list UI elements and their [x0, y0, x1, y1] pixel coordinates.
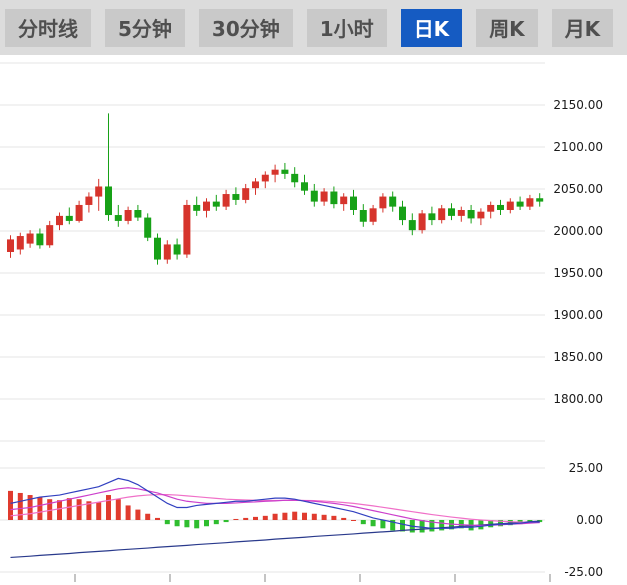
tab-weekly-k[interactable]: 周K [476, 8, 538, 47]
tab-30min[interactable]: 30分钟 [198, 8, 293, 47]
macd-line-dea [10, 487, 540, 527]
macd-histogram [8, 490, 543, 533]
tab-1hour[interactable]: 1小时 [306, 8, 387, 47]
macd-lines [10, 477, 540, 559]
price-axis-label: 2000.00 [553, 224, 603, 238]
price-axis-labels: 2150.00 2100.00 2050.00 2000.00 1950.00 1900.… [553, 98, 603, 579]
candlestick-series [7, 113, 544, 265]
tab-daily-k[interactable]: 日K [400, 8, 463, 47]
price-axis-label: 2100.00 [553, 140, 603, 154]
macd-axis-label: 0.00 [576, 513, 603, 527]
price-axis-label: 1800.00 [553, 392, 603, 406]
tab-monthly-k[interactable]: 月K [551, 8, 614, 47]
macd-line-dif [10, 477, 540, 529]
price-axis-label: 2050.00 [553, 182, 603, 196]
price-axis-label: 1950.00 [553, 266, 603, 280]
kline-chart[interactable]: 2150.00 2100.00 2050.00 2000.00 1950.00 1900.… [0, 55, 627, 585]
price-axis-label: 1850.00 [553, 350, 603, 364]
macd-line-m4 [10, 520, 540, 559]
tab-timeline[interactable]: 分时线 [5, 8, 91, 47]
macd-axis-label: 25.00 [569, 461, 603, 475]
price-axis-label: 2150.00 [553, 98, 603, 112]
macd-axis-label: -25.00 [564, 565, 603, 579]
price-axis-label: 1900.00 [553, 308, 603, 322]
gridlines [0, 62, 545, 573]
x-axis-ticks [74, 574, 551, 582]
period-toolbar: 分时线 5分钟 30分钟 1小时 日K 周K 月K [0, 0, 627, 55]
tab-5min[interactable]: 5分钟 [105, 8, 185, 47]
